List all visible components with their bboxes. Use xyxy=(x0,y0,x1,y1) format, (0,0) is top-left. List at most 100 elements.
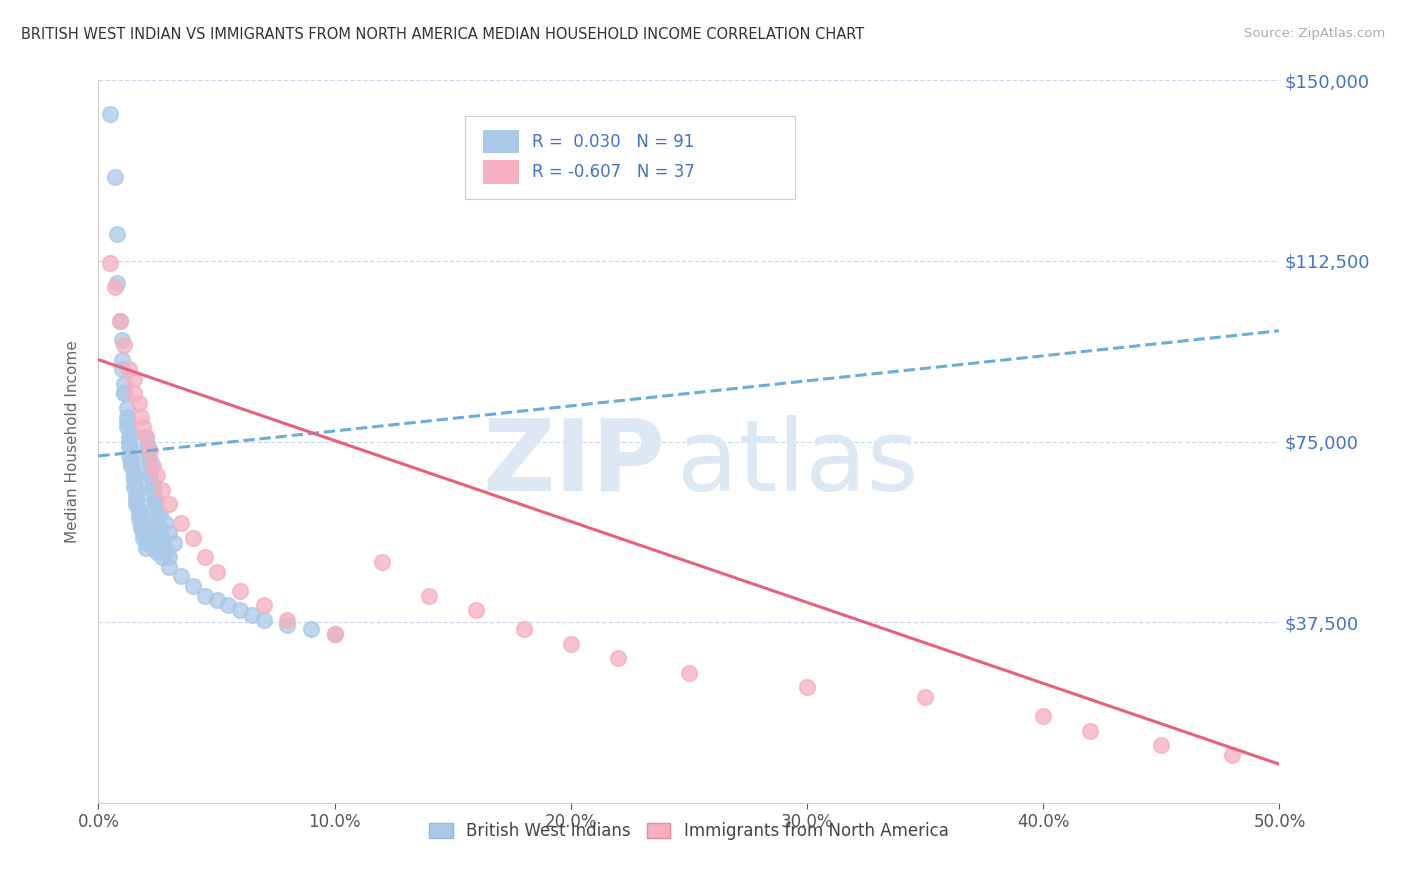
Point xyxy=(163,535,186,549)
Point xyxy=(150,550,173,565)
Y-axis label: Median Household Income: Median Household Income xyxy=(65,340,80,543)
Point xyxy=(135,541,157,555)
Point xyxy=(276,613,298,627)
Point xyxy=(142,483,165,497)
Point xyxy=(150,535,173,549)
Point xyxy=(1032,709,1054,723)
Point xyxy=(135,430,157,444)
Point xyxy=(153,516,176,531)
Point xyxy=(678,665,700,680)
Point xyxy=(142,541,165,555)
Point xyxy=(560,637,582,651)
Point xyxy=(142,478,165,492)
Point xyxy=(139,458,162,473)
Point xyxy=(240,607,263,622)
Point xyxy=(125,492,148,507)
Point xyxy=(105,227,128,242)
Point xyxy=(129,521,152,535)
Point xyxy=(371,555,394,569)
Point xyxy=(125,487,148,501)
Point xyxy=(153,541,176,555)
Point xyxy=(1080,723,1102,738)
Point xyxy=(143,497,166,511)
Point xyxy=(1220,747,1243,762)
Point xyxy=(115,401,138,415)
Point xyxy=(157,526,180,541)
FancyBboxPatch shape xyxy=(484,161,519,184)
Legend: British West Indians, Immigrants from North America: British West Indians, Immigrants from No… xyxy=(420,814,957,848)
Point xyxy=(156,545,179,559)
Point xyxy=(146,511,169,525)
Point xyxy=(418,589,440,603)
Point xyxy=(122,468,145,483)
Point xyxy=(607,651,630,665)
Point xyxy=(125,497,148,511)
Point xyxy=(128,502,150,516)
Text: R = -0.607   N = 37: R = -0.607 N = 37 xyxy=(531,163,695,181)
Point xyxy=(143,492,166,507)
Point xyxy=(135,526,157,541)
Point xyxy=(181,579,204,593)
Point xyxy=(323,627,346,641)
Point xyxy=(157,559,180,574)
Point xyxy=(149,507,172,521)
Point xyxy=(111,334,134,348)
Point xyxy=(253,599,276,613)
Point xyxy=(217,599,239,613)
Point xyxy=(1150,738,1173,752)
Point xyxy=(150,531,173,545)
Point xyxy=(132,420,155,434)
Point xyxy=(122,386,145,401)
Point xyxy=(112,376,135,391)
Point xyxy=(115,420,138,434)
Point xyxy=(136,531,159,545)
Point xyxy=(129,410,152,425)
Point xyxy=(115,415,138,429)
Point xyxy=(139,535,162,549)
Point xyxy=(139,468,162,483)
Point xyxy=(111,362,134,376)
Point xyxy=(146,507,169,521)
Point xyxy=(132,531,155,545)
Point xyxy=(205,565,228,579)
Point xyxy=(129,516,152,531)
Point xyxy=(132,521,155,535)
Point xyxy=(253,613,276,627)
Point xyxy=(118,449,141,463)
Point xyxy=(465,603,488,617)
Point xyxy=(139,487,162,501)
Point xyxy=(170,516,193,531)
Point xyxy=(125,483,148,497)
Point xyxy=(157,550,180,565)
Point xyxy=(229,583,252,598)
Text: Source: ZipAtlas.com: Source: ZipAtlas.com xyxy=(1244,27,1385,40)
Point xyxy=(229,603,252,617)
Point xyxy=(118,434,141,449)
Point xyxy=(122,473,145,487)
Point xyxy=(146,516,169,531)
Point xyxy=(129,458,152,473)
Point xyxy=(105,276,128,290)
Point xyxy=(128,507,150,521)
Point xyxy=(194,550,217,565)
Point xyxy=(149,526,172,541)
Text: BRITISH WEST INDIAN VS IMMIGRANTS FROM NORTH AMERICA MEDIAN HOUSEHOLD INCOME COR: BRITISH WEST INDIAN VS IMMIGRANTS FROM N… xyxy=(21,27,865,42)
Point xyxy=(194,589,217,603)
Point xyxy=(170,569,193,583)
Point xyxy=(118,439,141,453)
Point xyxy=(323,627,346,641)
Point xyxy=(108,314,131,328)
Point xyxy=(112,386,135,401)
Point xyxy=(142,458,165,473)
Point xyxy=(139,444,162,458)
Point xyxy=(104,169,127,184)
Point xyxy=(121,425,143,439)
Point xyxy=(121,454,143,468)
Point xyxy=(136,439,159,453)
Point xyxy=(150,483,173,497)
Point xyxy=(118,430,141,444)
Point xyxy=(112,338,135,352)
Point xyxy=(205,593,228,607)
Point xyxy=(121,458,143,473)
Point xyxy=(98,107,121,121)
